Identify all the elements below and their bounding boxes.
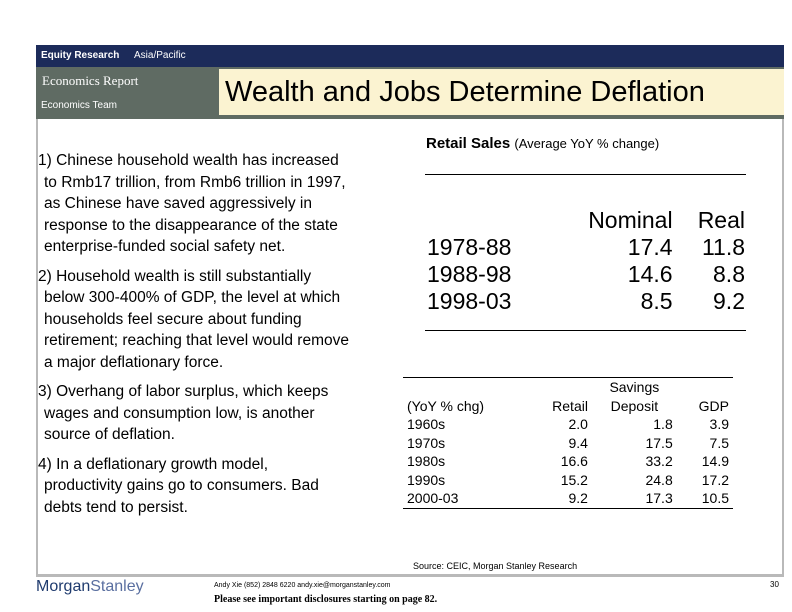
table-row: 1998-03 8.5 9.2 <box>425 288 747 315</box>
header-cell: Real <box>697 207 745 233</box>
table-row: 1970s 9.4 17.5 7.5 <box>403 434 733 453</box>
savings-table: Savings (YoY % chg) Retail Deposit GDP 1… <box>403 377 733 509</box>
real-cell: 8.8 <box>713 261 745 287</box>
logo-stanley: Stanley <box>90 578 144 595</box>
deposit-cell: 17.3 <box>591 489 677 509</box>
retail-cell: 2.0 <box>568 416 588 432</box>
retail-cell: 9.4 <box>568 434 588 451</box>
retail-sales-rule-bottom <box>425 330 746 331</box>
table-row: 1960s 2.0 1.8 3.9 <box>403 415 733 434</box>
gdp-cell: 17.2 <box>701 471 729 488</box>
retail-cell: 15.2 <box>560 471 588 488</box>
blank-cell <box>403 377 528 397</box>
content-panel <box>36 119 784 577</box>
table-row: 1978-88 17.4 11.8 <box>425 234 747 261</box>
deposit-cell: 33.2 <box>645 453 673 469</box>
nominal-cell: 14.6 <box>627 261 673 287</box>
decade-cell: 1960s <box>407 416 446 432</box>
nominal-cell: 17.4 <box>627 234 673 260</box>
period-cell: 1998-03 <box>427 288 512 314</box>
gdp-cell: 14.9 <box>701 453 729 469</box>
header-bar: Equity Research Asia/Pacific <box>36 45 784 67</box>
header-cell: (YoY % chg) <box>407 397 485 414</box>
nominal-cell: 8.5 <box>640 288 673 314</box>
region-label: Asia/Pacific <box>134 50 186 61</box>
retail-sales-rule-top <box>425 174 746 175</box>
retail-sales-title: Retail Sales (Average YoY % change) <box>426 135 659 152</box>
bullet-item: 1) Chinese household wealth has increase… <box>38 152 346 255</box>
decade-cell: 1980s <box>407 453 446 469</box>
retail-sales-subtitle: (Average YoY % change) <box>514 136 660 151</box>
table-row: 1988-98 14.6 8.8 <box>425 261 747 288</box>
table-row: 1980s 16.6 33.2 14.9 <box>403 452 733 471</box>
team-label: Economics Team <box>41 100 117 111</box>
retail-cell: 9.2 <box>527 489 592 509</box>
bullet-item: 2) Household wealth is still substantial… <box>38 267 349 371</box>
real-cell: 11.8 <box>701 234 745 260</box>
morgan-stanley-logo: MorganStanley <box>36 578 144 596</box>
blank-cell <box>527 377 592 397</box>
decade-cell: 1990s <box>407 471 446 488</box>
retail-cell: 16.6 <box>560 453 588 469</box>
header-cell <box>425 207 550 234</box>
deposit-cell: 24.8 <box>645 471 673 488</box>
bullet-list: 1) Chinese household wealth has increase… <box>38 150 408 526</box>
table-row: 1990s 15.2 24.8 17.2 <box>403 471 733 490</box>
deposit-cell: 17.5 <box>645 434 673 451</box>
source-note: Source: CEIC, Morgan Stanley Research <box>413 561 578 571</box>
header-cell: Nominal <box>588 207 673 233</box>
blank-cell <box>676 377 733 397</box>
research-label: Equity Research <box>41 50 120 61</box>
table-row: 2000-03 9.2 17.3 10.5 <box>403 489 733 509</box>
report-type: Economics Report <box>42 73 139 88</box>
table-header-row: Savings <box>403 377 733 397</box>
table-header-row: Nominal Real <box>425 207 747 234</box>
decade-cell: 1970s <box>407 434 446 451</box>
gdp-cell: 7.5 <box>709 434 729 451</box>
bullet-item: 3) Overhang of labor surplus, which keep… <box>38 383 329 443</box>
table-header-row: (YoY % chg) Retail Deposit GDP <box>403 397 733 416</box>
savings-header: Savings <box>591 377 677 397</box>
retail-sales-heading: Retail Sales <box>426 135 511 152</box>
gdp-cell: 10.5 <box>676 489 733 509</box>
bullet-item: 4) In a deflationary growth model, produ… <box>38 455 319 516</box>
period-cell: 1988-98 <box>427 261 512 287</box>
header-cell: GDP <box>698 397 729 414</box>
decade-cell: 2000-03 <box>403 489 528 509</box>
logo-morgan: Morgan <box>36 578 91 595</box>
title-box: Wealth and Jobs Determine Deflation <box>219 69 784 115</box>
footer-contact: Andy Xie (852) 2848 6220 andy.xie@morgan… <box>214 582 391 589</box>
real-cell: 9.2 <box>713 288 745 314</box>
period-cell: 1978-88 <box>427 234 512 260</box>
deposit-cell: 1.8 <box>653 416 673 432</box>
page-title: Wealth and Jobs Determine Deflation <box>225 76 705 108</box>
page-number: 30 <box>770 580 779 589</box>
header-cell: Retail <box>552 397 588 414</box>
gdp-cell: 3.9 <box>709 416 729 432</box>
retail-sales-table: Nominal Real 1978-88 17.4 11.8 1988-98 1… <box>425 207 747 315</box>
footer-disclosure: Please see important disclosures startin… <box>214 594 438 605</box>
header-cell: Deposit <box>610 397 659 414</box>
